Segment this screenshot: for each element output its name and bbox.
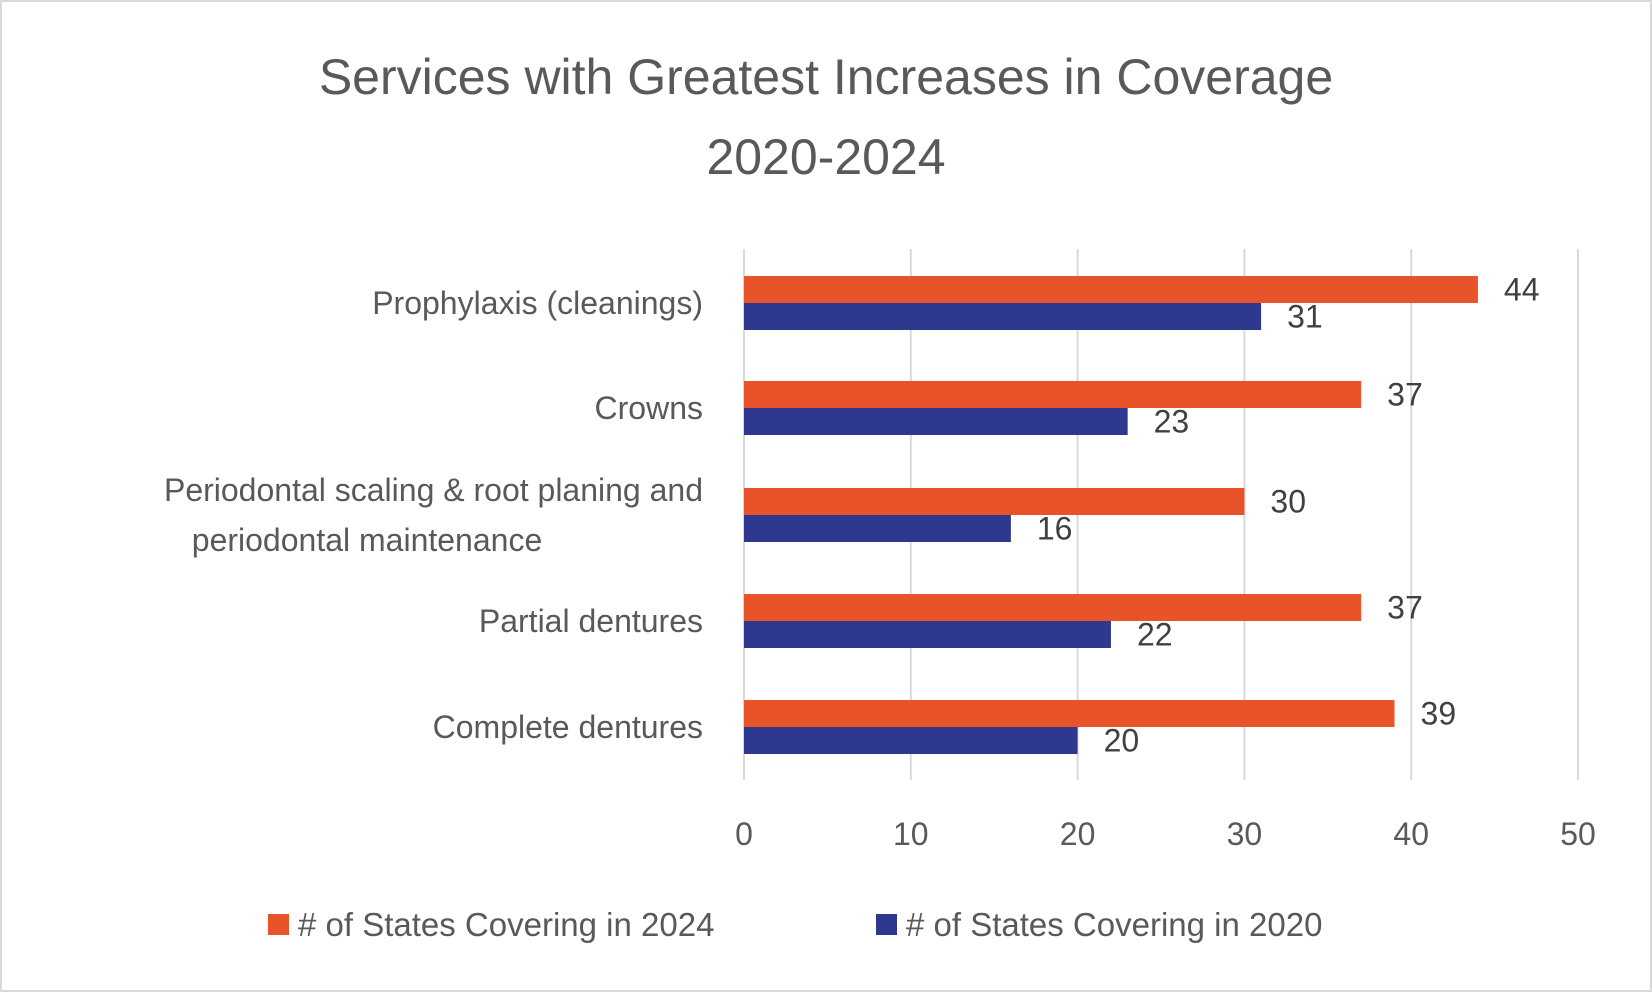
- value-axis: 0 10 20 30 40 50: [735, 816, 1596, 852]
- category-label: Partial dentures: [479, 603, 703, 639]
- legend-label: # of States Covering in 2024: [298, 906, 714, 943]
- data-label: 23: [1154, 404, 1190, 440]
- x-tick-label: 30: [1227, 816, 1263, 852]
- bar-2020: [744, 515, 1011, 542]
- x-tick-label: 10: [893, 816, 929, 852]
- x-tick-label: 20: [1060, 816, 1096, 852]
- x-tick-label: 0: [735, 816, 753, 852]
- bar-2020: [744, 408, 1128, 435]
- bar-2024: [744, 594, 1362, 621]
- x-tick-label: 40: [1393, 816, 1429, 852]
- legend: # of States Covering in 2024 # of States …: [268, 906, 1322, 943]
- data-label: 44: [1504, 272, 1540, 308]
- category-label: Complete dentures: [433, 709, 703, 745]
- data-label: 16: [1037, 511, 1073, 547]
- legend-item: # of States Covering in 2020: [876, 906, 1322, 943]
- legend-swatch: [876, 914, 897, 935]
- bar-2024: [744, 276, 1478, 303]
- gridlines: [743, 249, 1579, 780]
- bar-2020: [744, 303, 1262, 330]
- bar-2024: [744, 700, 1395, 727]
- data-label: 31: [1287, 299, 1323, 335]
- x-tick-label: 50: [1560, 816, 1596, 852]
- data-label: 30: [1270, 484, 1306, 520]
- legend-item: # of States Covering in 2024: [268, 906, 714, 943]
- data-labels: 44 31 37 23 30 16 37 22 39 20: [1037, 272, 1540, 759]
- bar-2020: [744, 621, 1111, 648]
- category-label: Crowns: [595, 390, 703, 426]
- category-label: Periodontal scaling & root planing and: [164, 472, 703, 508]
- chart-title-line-1: Services with Greatest Increases in Cove…: [319, 49, 1333, 105]
- data-label: 22: [1137, 617, 1173, 653]
- legend-swatch: [268, 914, 289, 935]
- category-label: Prophylaxis (cleanings): [372, 285, 703, 321]
- chart-title: Services with Greatest Increases in Cove…: [319, 49, 1333, 185]
- legend-label: # of States Covering in 2020: [906, 906, 1322, 943]
- bar-2020: [744, 727, 1078, 754]
- data-label: 20: [1104, 723, 1140, 759]
- bar-2024: [744, 381, 1362, 408]
- bar-2024: [744, 488, 1245, 515]
- category-axis: Prophylaxis (cleanings) Crowns Periodontal…: [164, 285, 703, 745]
- data-label: 37: [1387, 377, 1423, 413]
- data-label: 37: [1387, 590, 1423, 626]
- data-label: 39: [1421, 696, 1457, 732]
- bars: [744, 276, 1478, 754]
- category-label: periodontal maintenance: [192, 522, 542, 558]
- chart-title-line-2: 2020-2024: [706, 129, 945, 185]
